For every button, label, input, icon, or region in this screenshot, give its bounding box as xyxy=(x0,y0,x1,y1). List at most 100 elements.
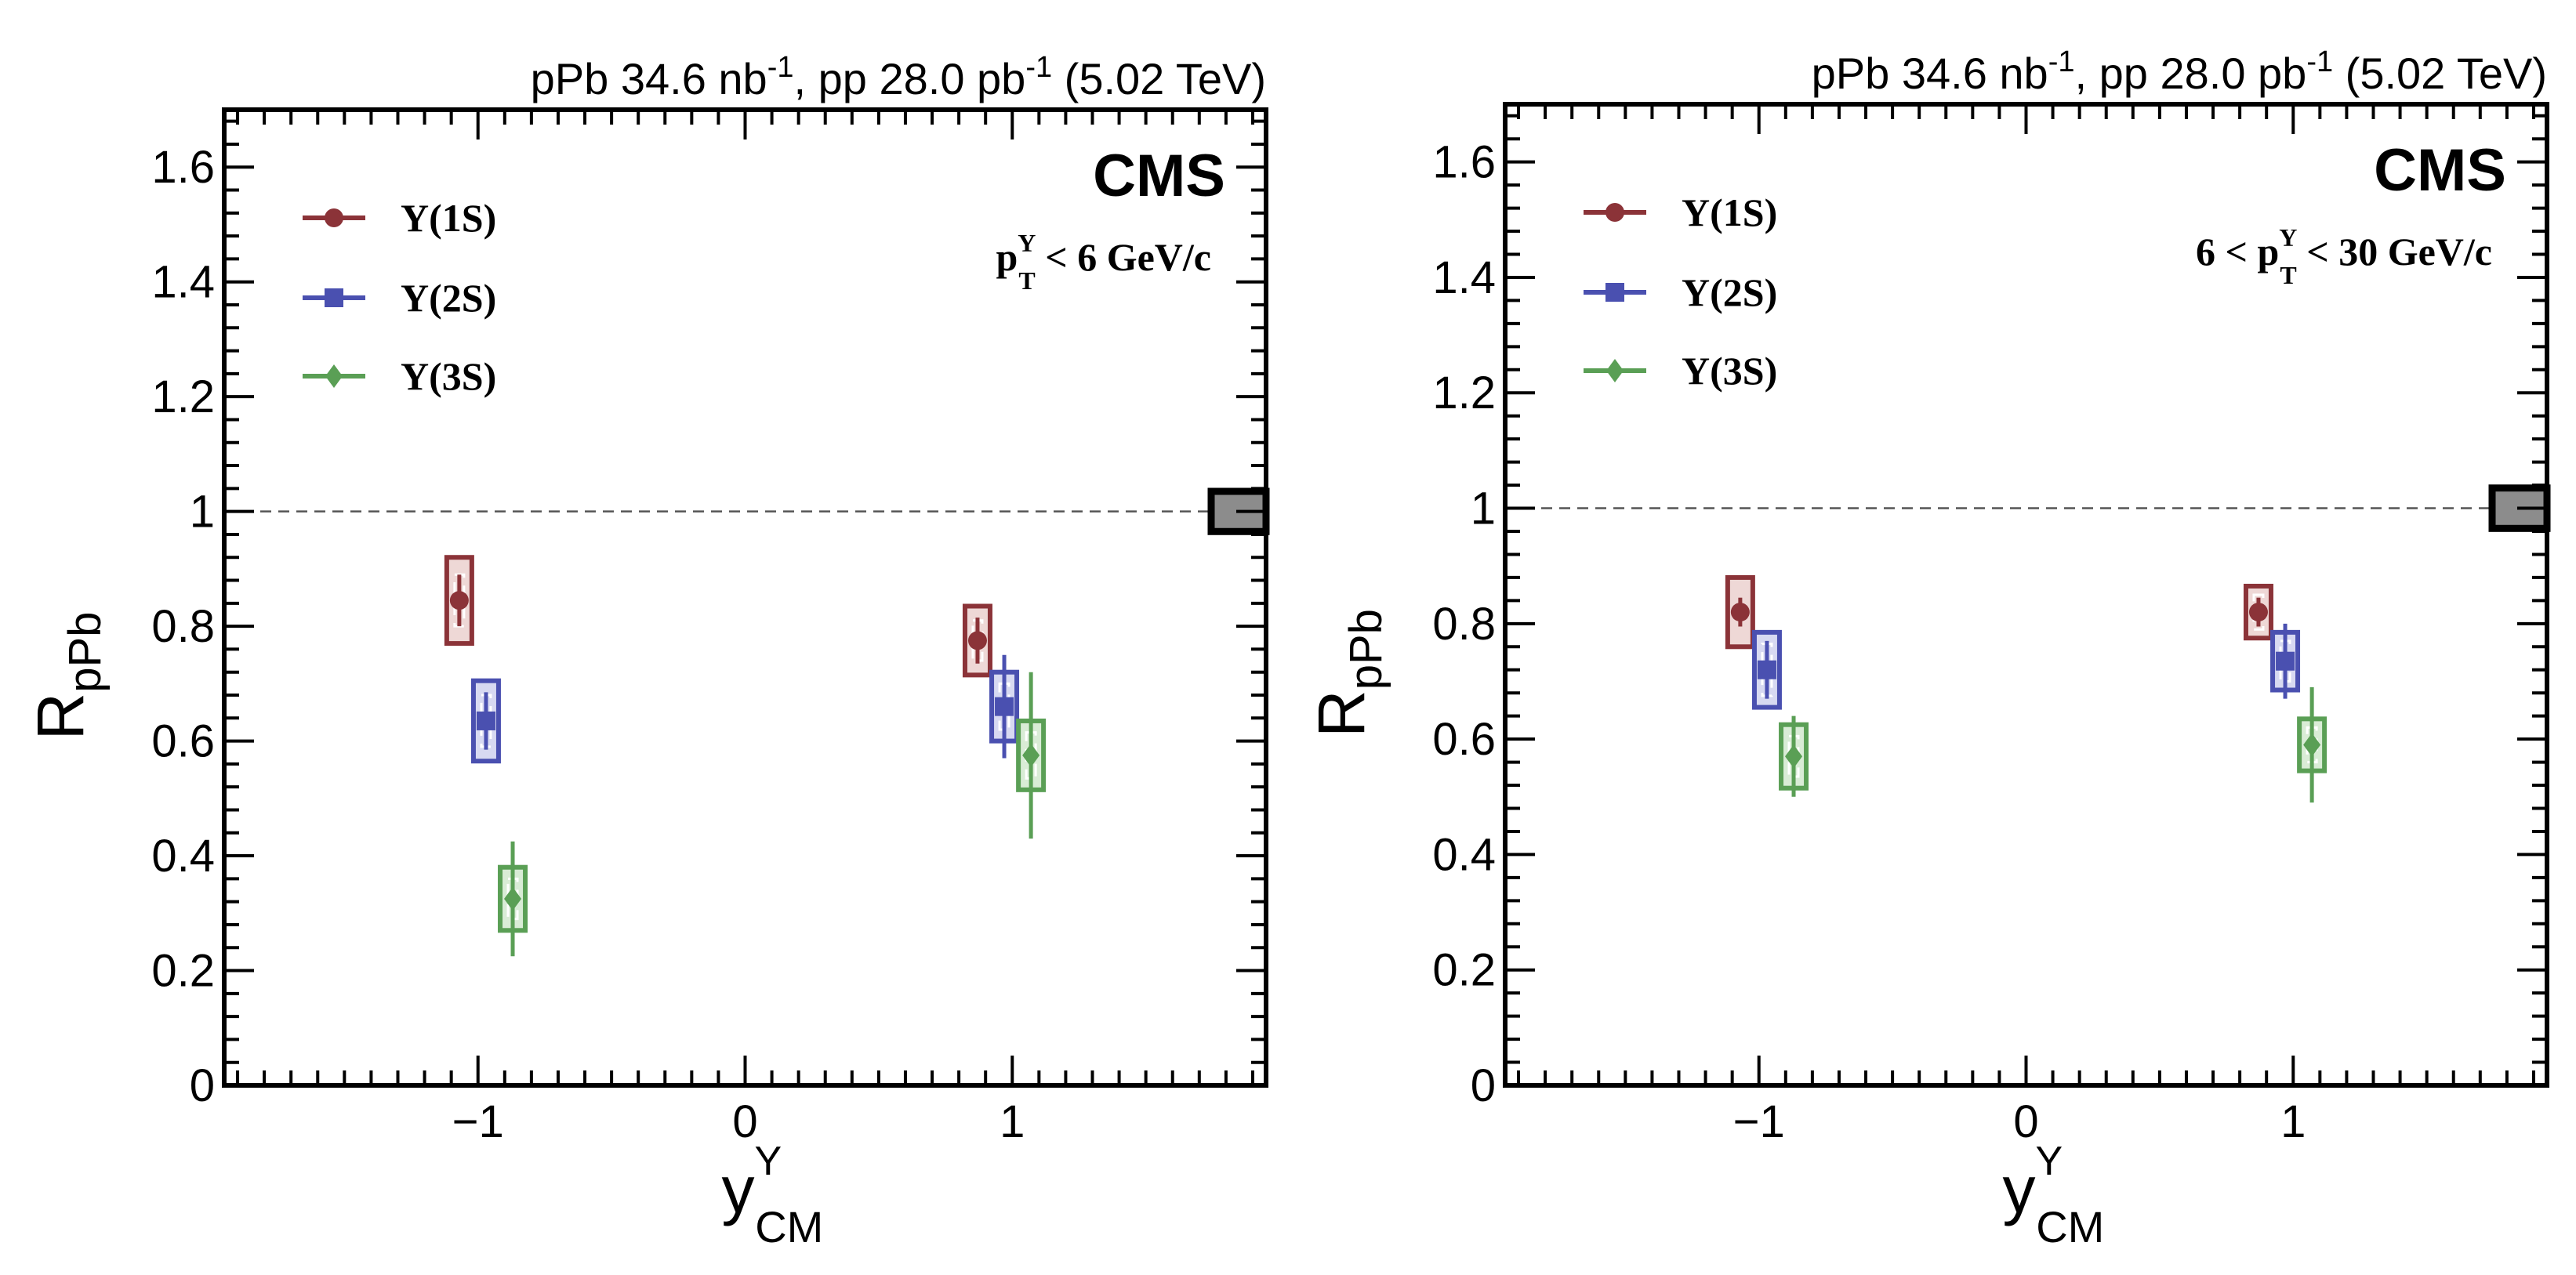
kinematic-label: 6 < pΥ T < 30 GeV/c xyxy=(2196,223,2492,289)
x-tick-label: −1 xyxy=(1733,1096,1785,1147)
xlabel-sub: CM xyxy=(2036,1202,2104,1251)
legend-label: Υ(1S) xyxy=(1682,190,1777,234)
legend-marker-circle xyxy=(325,208,343,227)
data-point-Y2S-2 xyxy=(989,654,1020,759)
marker-diamond xyxy=(1785,744,1803,769)
legend-label: Υ(3S) xyxy=(1682,349,1777,393)
data-point-Y2S-2 xyxy=(2270,623,2301,699)
header-text: (5.02 TeV) xyxy=(2333,49,2547,98)
y-tick-label: 0.6 xyxy=(151,716,215,767)
header-text: , pp 28.0 pb xyxy=(2075,49,2307,98)
y-tick-label: 0.4 xyxy=(1432,829,1496,880)
x-axis-label: yΥ CM xyxy=(2003,1139,2105,1251)
ylabel-sub: pPb xyxy=(60,612,111,693)
marker-diamond xyxy=(504,886,522,911)
y-tick-label: 0.8 xyxy=(151,601,215,652)
legend-entry-Y1S: Υ(1S) xyxy=(1584,190,1777,234)
legend-marker-circle xyxy=(1605,203,1624,222)
kin-post: < 6 GeV/c xyxy=(1036,235,1211,279)
x-tick-label: 1 xyxy=(2280,1096,2306,1147)
legend-entry-Y2S: Υ(2S) xyxy=(1584,270,1777,314)
marker-circle xyxy=(967,631,987,650)
marker-square xyxy=(995,697,1014,716)
header-luminosity: pPb 34.6 nb-1, pp 28.0 pb-1 (5.02 TeV) xyxy=(1812,45,2547,98)
y-tick-label: 1 xyxy=(1471,484,1496,534)
legend-entry-Y3S: Υ(3S) xyxy=(1584,349,1777,393)
y-tick-label: 1.4 xyxy=(1432,252,1496,303)
xlabel-sub: CM xyxy=(755,1202,823,1251)
y-tick-label: 1.2 xyxy=(1432,368,1496,418)
data-point-Y3S-1 xyxy=(1779,715,1809,797)
data-point-Y3S-2 xyxy=(2297,686,2327,803)
data-point-Y1S-2 xyxy=(962,603,992,678)
header-sup: -1 xyxy=(1025,51,1052,84)
experiment-label: CMS xyxy=(2374,137,2506,204)
y-tick-label: 0.2 xyxy=(151,946,215,997)
header-text: (5.02 TeV) xyxy=(1052,54,1266,103)
xlabel-sup: Υ xyxy=(755,1139,782,1184)
xlabel-sup: Υ xyxy=(2036,1139,2063,1184)
legend-marker-diamond xyxy=(1606,359,1624,382)
y-tick-label: 0.2 xyxy=(1432,945,1496,996)
y-tick-label: 0 xyxy=(1471,1060,1496,1111)
legend-marker-square xyxy=(1605,283,1624,302)
kin-p: p xyxy=(996,235,1018,279)
header-luminosity: pPb 34.6 nb-1, pp 28.0 pb-1 (5.02 TeV) xyxy=(531,51,1266,103)
y-tick-label: 1.2 xyxy=(151,371,215,422)
header-text: , pp 28.0 pb xyxy=(794,54,1026,103)
x-tick-label: 0 xyxy=(732,1096,757,1147)
legend-marker-square xyxy=(325,288,343,307)
legend-marker-diamond xyxy=(325,364,343,388)
legend-label: Υ(2S) xyxy=(1682,270,1777,314)
data-point-Y1S-1 xyxy=(1725,574,1755,650)
y-tick-label: 1.6 xyxy=(1432,137,1496,188)
marker-square xyxy=(2276,651,2295,671)
data-point-Y1S-1 xyxy=(444,555,474,647)
kinematic-label: pΥ T < 6 GeV/c xyxy=(996,229,1211,295)
y-tick-label: 1.4 xyxy=(151,257,215,308)
legend-label: Υ(2S) xyxy=(401,276,496,320)
kin-sup: Υ xyxy=(2279,223,2297,252)
data-point-Y3S-1 xyxy=(498,841,528,957)
kin-sub: T xyxy=(1018,266,1035,295)
marker-diamond xyxy=(1022,743,1040,767)
header-text: pPb 34.6 nb xyxy=(531,54,767,103)
ylabel-main: R xyxy=(24,693,97,741)
y-axis-label: RpPb xyxy=(1304,609,1391,737)
x-axis-label: yΥ CM xyxy=(722,1139,824,1251)
legend-entry-Y1S: Υ(1S) xyxy=(303,196,496,240)
marker-circle xyxy=(1730,603,1750,622)
legend-label: Υ(3S) xyxy=(401,354,496,398)
marker-square xyxy=(476,711,495,730)
x-tick-label: −1 xyxy=(452,1096,504,1147)
legend-label: Υ(1S) xyxy=(401,196,496,240)
kin-p: p xyxy=(2257,230,2279,273)
header-text: pPb 34.6 nb xyxy=(1812,49,2048,98)
experiment-label: CMS xyxy=(1093,143,1225,209)
xlabel-main: y xyxy=(2003,1153,2036,1226)
y-tick-label: 0 xyxy=(190,1060,215,1111)
kin-sub: T xyxy=(2280,261,2296,289)
panel-1: 0 0.2 0.4 0.6 0.8 1 1.2 1.4 1.6 −1 0 1 pPb 34.6 nb -1… xyxy=(24,51,1270,1251)
header-sup: -1 xyxy=(2048,45,2075,78)
y-tick-label: 0.4 xyxy=(151,831,215,882)
kin-sup: Υ xyxy=(1018,229,1036,257)
data-point-Y2S-1 xyxy=(1751,629,1782,710)
marker-square xyxy=(1757,660,1776,679)
marker-circle xyxy=(449,591,469,610)
data-point-Y2S-1 xyxy=(470,678,501,764)
x-tick-label: 0 xyxy=(2013,1096,2038,1147)
marker-diamond xyxy=(2303,733,2321,757)
y-tick-label: 0.8 xyxy=(1432,599,1496,650)
y-tick-label: 1 xyxy=(190,487,215,538)
x-tick-label: 1 xyxy=(1000,1096,1025,1147)
header-sup: -1 xyxy=(2306,45,2333,78)
kin-pre: 6 < xyxy=(2196,230,2258,273)
ylabel-sub: pPb xyxy=(1341,609,1391,690)
y-axis-label: RpPb xyxy=(24,612,111,741)
marker-circle xyxy=(2248,603,2268,622)
legend-entry-Y3S: Υ(3S) xyxy=(303,354,496,398)
y-tick-label: 1.6 xyxy=(151,142,215,193)
